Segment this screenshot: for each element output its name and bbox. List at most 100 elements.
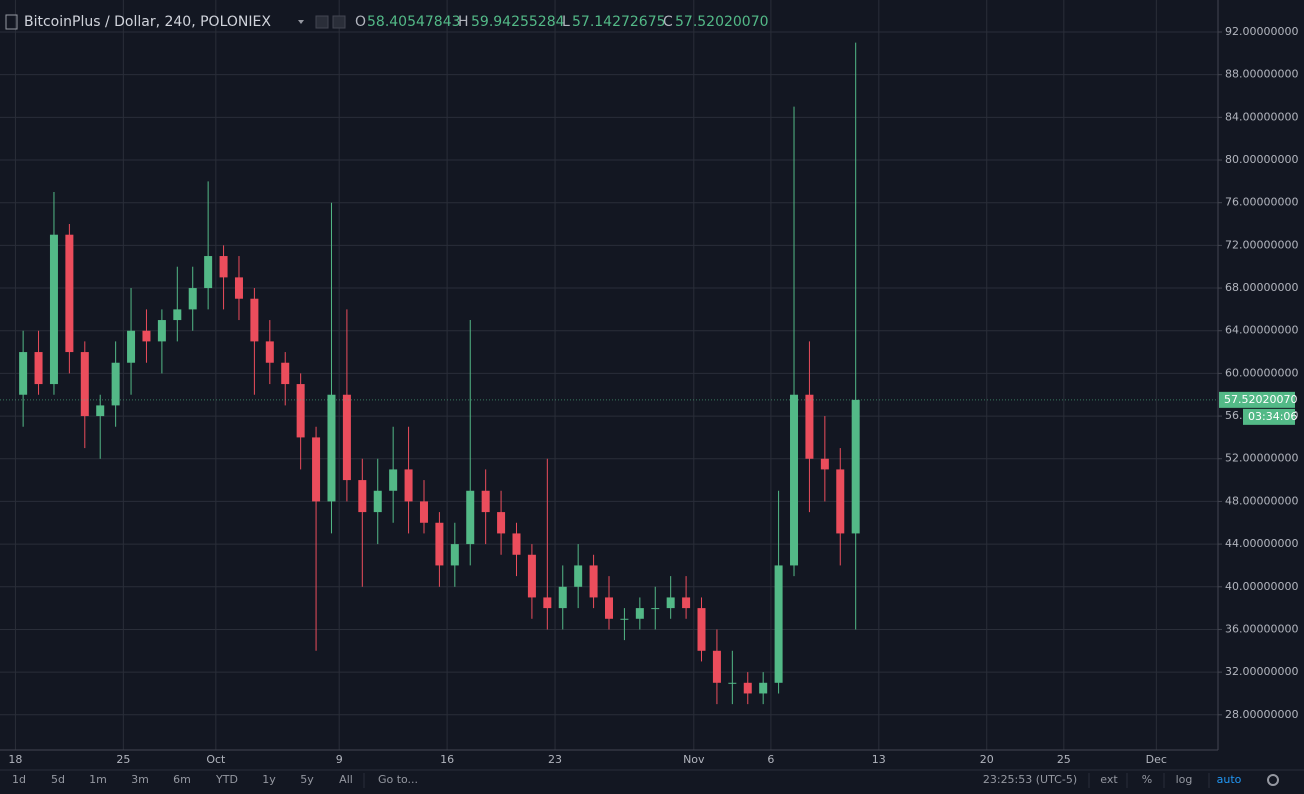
candle-body: [111, 362, 120, 406]
y-tick-label: 28.00000000: [1225, 708, 1298, 721]
y-tick-label: 76.00000000: [1225, 196, 1298, 209]
candle-body: [558, 586, 567, 609]
candle-body: [836, 469, 845, 534]
range-button[interactable]: All: [339, 773, 353, 786]
y-tick-label: 48.00000000: [1225, 494, 1298, 507]
candle-body: [373, 490, 382, 513]
symbol-dropdown[interactable]: [298, 20, 304, 24]
close-label: C: [663, 14, 673, 30]
countdown-tag: [1243, 408, 1295, 425]
x-tick-label: 25: [116, 753, 130, 766]
x-tick-label: Dec: [1146, 753, 1167, 766]
candle-body: [574, 565, 583, 587]
close-icon[interactable]: [332, 15, 346, 29]
candle-body: [234, 277, 243, 299]
open-value: 58.40547843: [367, 14, 461, 30]
candle-body: [728, 682, 737, 684]
candle-body: [265, 341, 274, 363]
close-value: 57.52020070: [675, 14, 769, 30]
candle-body: [312, 437, 321, 502]
candle-body: [666, 597, 675, 609]
last-price-label: 57.52020070: [1224, 393, 1297, 406]
x-tick-label: 6: [767, 753, 774, 766]
candle-body: [142, 330, 151, 342]
range-button[interactable]: 1y: [262, 773, 276, 786]
candle-body: [96, 405, 105, 417]
high-value: 59.94255284: [471, 14, 565, 30]
settings-gear[interactable]: [1267, 774, 1279, 786]
candle-body: [281, 362, 290, 385]
option-button[interactable]: ext: [1100, 773, 1118, 786]
candle-body: [543, 597, 552, 609]
range-button[interactable]: 6m: [173, 773, 191, 786]
y-tick-label: 84.00000000: [1225, 110, 1298, 123]
candle-body: [389, 469, 398, 491]
y-tick-label: 72.00000000: [1225, 238, 1298, 251]
option-button[interactable]: log: [1176, 773, 1193, 786]
candle-body: [358, 480, 367, 513]
x-tick-label: Nov: [683, 753, 705, 766]
candle-body: [805, 394, 814, 459]
range-button[interactable]: YTD: [215, 773, 238, 786]
y-tick-label: 68.00000000: [1225, 281, 1298, 294]
candle-body: [605, 597, 613, 619]
countdown-label: 03:34:06: [1248, 410, 1297, 423]
candle-body: [527, 554, 536, 598]
range-button[interactable]: 3m: [131, 773, 149, 786]
candle-body: [327, 394, 336, 502]
candle-body: [620, 618, 629, 620]
x-tick-label: 16: [440, 753, 454, 766]
candle-body: [450, 544, 459, 566]
x-tick-label: 20: [980, 753, 994, 766]
y-tick-label: 52.00000000: [1225, 452, 1298, 465]
x-tick-label: 13: [872, 753, 886, 766]
candle-body: [157, 320, 166, 342]
option-button[interactable]: auto: [1217, 773, 1242, 786]
range-button[interactable]: 1d: [12, 773, 26, 786]
candle-body: [743, 682, 752, 694]
high-label: H: [458, 14, 469, 30]
collapse-icon[interactable]: [5, 14, 18, 30]
open-label: O: [355, 14, 366, 30]
y-tick-label: 60.00000000: [1225, 366, 1298, 379]
candle-body: [697, 608, 706, 651]
y-tick-label: 40.00000000: [1225, 580, 1298, 593]
range-button[interactable]: 5d: [51, 773, 65, 786]
range-button[interactable]: 1m: [89, 773, 107, 786]
chart-title: BitcoinPlus / Dollar, 240, POLONIEX: [24, 14, 271, 30]
candle-body: [435, 522, 444, 566]
candle-body: [790, 394, 799, 566]
candle-body: [204, 256, 213, 289]
option-button[interactable]: %: [1142, 773, 1152, 786]
clock: 23:25:53 (UTC-5): [983, 773, 1077, 786]
candle-body: [34, 352, 43, 385]
candle-body: [820, 458, 829, 470]
x-tick-label: 9: [336, 753, 343, 766]
candle-body: [512, 533, 521, 555]
candle-body: [774, 565, 783, 683]
range-button[interactable]: 5y: [300, 773, 314, 786]
candle-body: [19, 352, 28, 395]
candle-body: [712, 650, 721, 683]
candle-body: [80, 352, 89, 417]
candle-body: [188, 288, 197, 310]
candle-body: [851, 399, 860, 534]
y-tick-label: 80.00000000: [1225, 153, 1298, 166]
candle-body: [419, 501, 428, 523]
candle-body: [342, 394, 351, 481]
settings-icon[interactable]: [315, 15, 329, 29]
low-label: L: [562, 14, 570, 30]
goto-button[interactable]: Go to...: [378, 773, 418, 786]
y-tick-label: 44.00000000: [1225, 537, 1298, 550]
low-value: 57.14272675: [572, 14, 666, 30]
x-tick-label: 18: [8, 753, 22, 766]
x-tick-label: 25: [1057, 753, 1071, 766]
candle-body: [759, 682, 768, 694]
candle-body: [127, 330, 136, 363]
y-tick-label: 88.00000000: [1225, 68, 1298, 81]
candle-body: [589, 565, 598, 598]
candle-body: [296, 384, 305, 438]
candle-body: [173, 309, 182, 321]
